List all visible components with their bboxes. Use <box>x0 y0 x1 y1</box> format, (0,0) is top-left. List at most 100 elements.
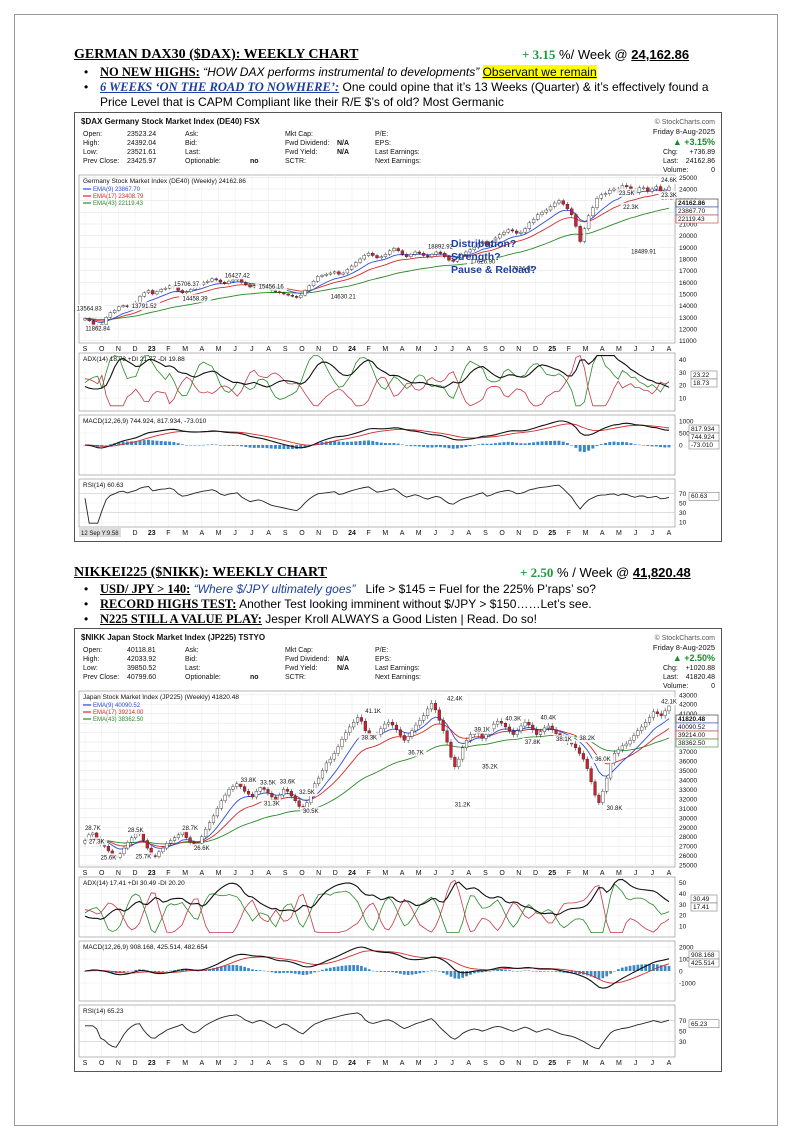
price-tick-label: 31000 <box>679 806 697 813</box>
macd-histogram-bar <box>554 971 558 972</box>
macd-value-label: -73.010 <box>691 442 713 449</box>
macd-histogram-bar <box>180 968 184 971</box>
bottom-x-tick-label: N <box>516 530 521 537</box>
candle <box>503 722 508 728</box>
nikk-weekly-change: + 2.50 % / Week @ 41,820.48 <box>520 565 691 581</box>
price-label-bg <box>502 714 524 723</box>
bottom-x-tick-label: F <box>166 1060 170 1067</box>
candle <box>650 188 654 192</box>
macd-tick-label: 500 <box>679 431 690 438</box>
candle <box>83 318 87 321</box>
candle <box>332 753 336 760</box>
macd-histogram-bar <box>561 441 565 445</box>
candle <box>582 228 587 242</box>
candle <box>616 749 620 754</box>
macd-histogram-bar <box>388 443 392 445</box>
macd-histogram-bar <box>504 969 507 971</box>
macd-histogram-bar <box>395 971 398 973</box>
macd-histogram-bar <box>151 440 155 445</box>
candle <box>379 728 383 735</box>
macd-histogram-bar <box>480 971 484 973</box>
bottom-x-tick-label: M <box>616 530 622 537</box>
macd-histogram-bar <box>502 442 506 445</box>
symbol-line: $DAX Germany Stock Market Index (DE40) F… <box>81 117 260 126</box>
nikk-bullet-2-label: RECORD HIGHS TEST: <box>100 597 237 611</box>
candle <box>437 709 441 721</box>
candle <box>426 255 430 257</box>
macd-histogram-bar <box>108 444 112 445</box>
macd-histogram-bar <box>142 440 146 445</box>
price-label-bg <box>255 282 288 291</box>
x-tick-label: J <box>434 346 438 353</box>
price-tick-label: 15000 <box>679 292 697 299</box>
price-tick-label: 33000 <box>679 787 697 794</box>
info-value: 39850.52 <box>127 665 156 672</box>
rsi-tick-label: 70 <box>679 491 687 498</box>
macd-histogram-bar <box>305 971 309 975</box>
bottom-x-tick-label: O <box>99 1060 105 1067</box>
candle <box>286 293 290 296</box>
x-tick-label: S <box>483 870 488 877</box>
price-label: 15706.37 <box>174 282 200 288</box>
candle <box>254 791 258 798</box>
macd-histogram-bar <box>464 445 468 447</box>
candle <box>159 289 163 292</box>
price-label-bg <box>620 202 642 211</box>
rsi-tick-label: 70 <box>679 1018 687 1025</box>
nikk-bullet-1-text: Life > $145 = Fuel for the 225% P’raps’ … <box>365 582 596 596</box>
x-tick-label: F <box>567 870 571 877</box>
info-right2: EPS: <box>375 140 391 147</box>
price-label-bg <box>627 247 660 256</box>
last-label: Last: <box>663 158 678 165</box>
x-tick-label: N <box>516 346 521 353</box>
legend-entry: EMA(43) 38362.50 <box>93 717 144 723</box>
candle <box>235 783 239 787</box>
bottom-x-tick-label: 25 <box>548 1060 556 1067</box>
candle <box>383 723 387 730</box>
x-tick-label: F <box>367 346 371 353</box>
candle <box>612 753 617 764</box>
price-tick-label: 17000 <box>679 268 697 275</box>
rsi-tick-label: 50 <box>679 501 687 508</box>
macd-histogram-bar <box>348 965 352 971</box>
price-label: 38.2K <box>579 736 595 742</box>
macd-histogram-bar <box>399 971 402 974</box>
candle <box>307 285 311 291</box>
macd-histogram-bar <box>644 964 647 971</box>
nikk-bullet-1: USD/ JPY > 140: “Where $/JPY ultimately … <box>74 582 724 597</box>
price-label-bg <box>125 825 147 834</box>
macd-histogram-bar <box>227 445 231 446</box>
x-tick-label: F <box>567 346 571 353</box>
info-mid: Ask: <box>185 131 199 138</box>
macd-histogram-bar <box>223 445 227 446</box>
price-tick-label: 12000 <box>679 327 697 334</box>
candle <box>492 723 496 730</box>
macd-histogram-bar <box>121 441 125 445</box>
adx-label: ADX(14) 17.41 +DI 30.49 -DI 20.20 <box>83 880 185 887</box>
candle <box>282 292 286 295</box>
dax-bullet-1: NO NEW HIGHS: “HOW DAX performs instrume… <box>74 65 724 80</box>
macd-histogram-bar <box>646 445 650 446</box>
candle <box>348 726 352 733</box>
x-tick-label: J <box>250 870 254 877</box>
x-tick-label: O <box>499 870 505 877</box>
bottom-x-tick-label: D <box>333 530 338 537</box>
price-label-bg <box>179 294 211 303</box>
macd-histogram-bar <box>328 441 332 445</box>
candle <box>371 252 375 256</box>
bottom-x-tick-label: S <box>83 1060 88 1067</box>
macd-histogram-bar <box>484 971 488 972</box>
macd-histogram-bar <box>371 970 375 972</box>
macd-histogram-bar <box>293 971 297 974</box>
macd-histogram-bar <box>406 971 410 975</box>
macd-histogram-bar <box>214 444 218 446</box>
price-label: 35.2K <box>482 765 498 771</box>
price-tick-label: 18000 <box>679 257 697 264</box>
macd-histogram-bar <box>278 971 282 974</box>
candle <box>659 713 663 716</box>
info-right2: Last Earnings: <box>375 665 420 672</box>
rsi-tick-label: 50 <box>679 1029 687 1036</box>
macd-histogram-bar <box>465 971 468 977</box>
price-label: 27.3K <box>89 839 105 845</box>
x-tick-label: A <box>199 870 204 877</box>
